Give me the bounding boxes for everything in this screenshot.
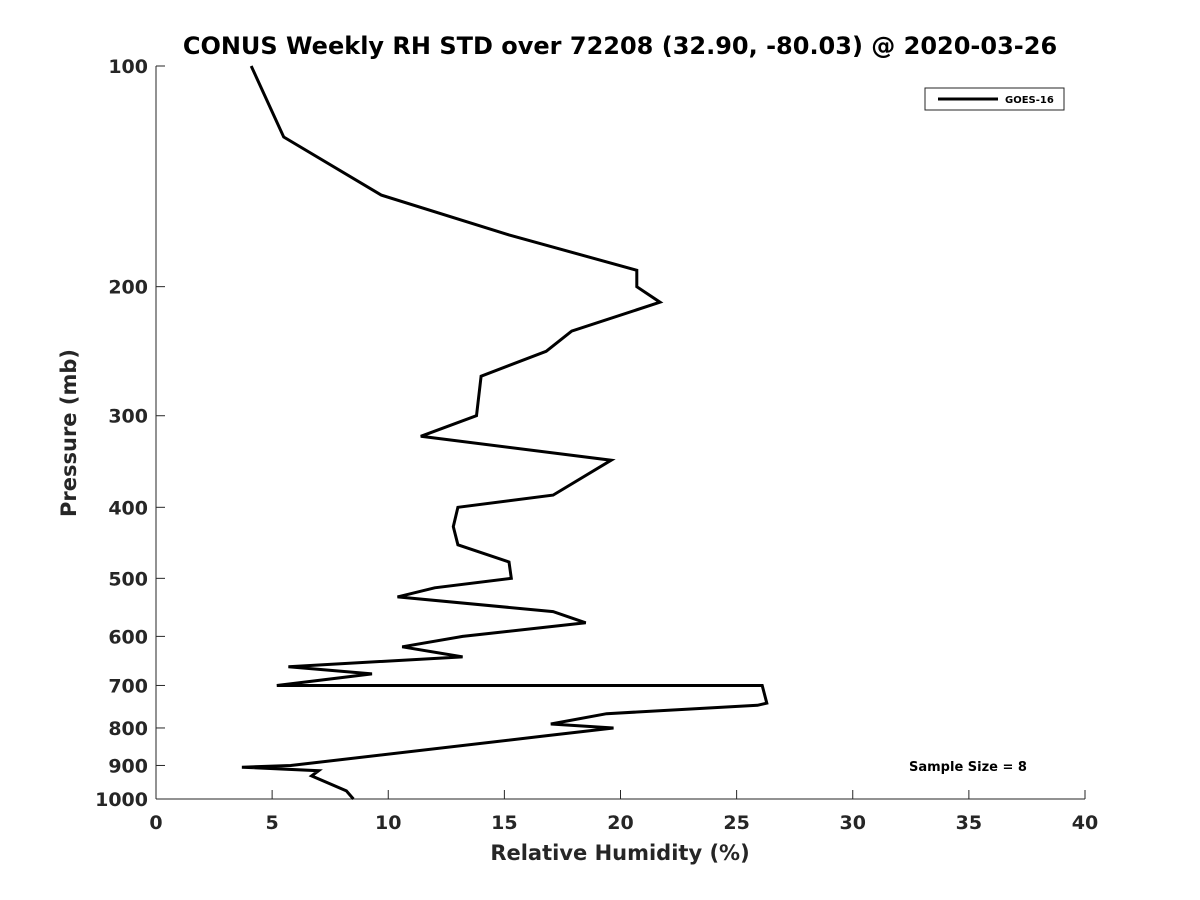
y-tick-label: 500 (108, 568, 148, 590)
legend: GOES-16 (924, 87, 1065, 111)
y-tick-label: 100 (108, 56, 148, 78)
x-tick-label: 35 (956, 812, 982, 834)
x-tick-label: 40 (1072, 812, 1098, 834)
y-tick-label: 800 (108, 718, 148, 740)
legend-label-goes-16: GOES-16 (1005, 95, 1054, 106)
x-tick-label: 10 (375, 812, 401, 834)
x-axis-label: Relative Humidity (%) (490, 841, 749, 865)
y-tick-label: 300 (108, 406, 148, 428)
x-tick-label: 30 (840, 812, 866, 834)
axes: 0 5 10 15 20 25 30 35 40 100 200 300 400 500 600 700 800… (95, 56, 1098, 834)
y-tick-label: 200 (108, 277, 148, 299)
x-tick-label: 25 (723, 812, 749, 834)
chart-title: CONUS Weekly RH STD over 72208 (32.90, -… (183, 32, 1057, 60)
y-tick-label: 900 (108, 755, 148, 777)
x-tick-label: 15 (491, 812, 517, 834)
y-tick-label: 400 (108, 497, 148, 519)
y-tick-label: 700 (108, 675, 148, 697)
series-line-goes-16 (241, 65, 769, 800)
plot-area: 0 5 10 15 20 25 30 35 40 100 200 300 400 500 600 700 800… (95, 56, 1098, 834)
x-tick-label: 5 (266, 812, 279, 834)
x-tick-label: 20 (607, 812, 633, 834)
y-tick-label: 1000 (95, 789, 148, 811)
x-tick-label: 0 (149, 812, 162, 834)
y-axis-label: Pressure (mb) (57, 349, 81, 517)
sample-size-annotation: Sample Size = 8 (909, 760, 1027, 775)
series-layer (241, 65, 769, 800)
y-tick-label: 600 (108, 626, 148, 648)
